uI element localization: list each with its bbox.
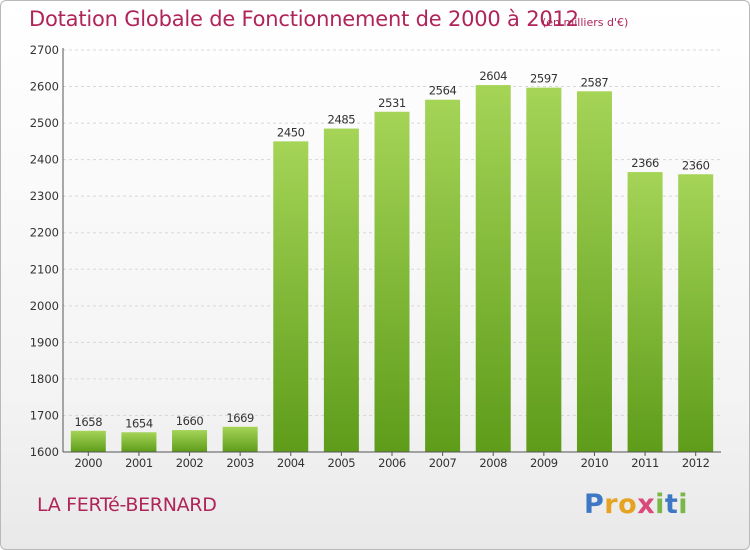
x-tick-label: 2012 [682, 456, 710, 470]
x-tick-label: 2000 [74, 456, 102, 470]
bar [526, 87, 562, 452]
logo-letter: x [637, 489, 656, 520]
y-tick-label: 1600 [30, 445, 59, 459]
bar [222, 426, 258, 452]
logo-letter: i [655, 489, 665, 520]
x-tick-label: 2003 [226, 456, 254, 470]
y-tick-label: 2700 [30, 43, 59, 57]
logo-letter: P [584, 489, 605, 520]
bar [121, 432, 157, 452]
x-tick-label: 2006 [378, 456, 406, 470]
x-tick-label: 2007 [429, 456, 457, 470]
y-tick-label: 2400 [30, 153, 59, 167]
bar-value-label: 1669 [226, 411, 254, 425]
bar [425, 99, 461, 453]
bar-value-label: 2360 [682, 158, 710, 172]
axes: 1600 1700 1800 1900 2000 2100 2200 2300 2400 2500… [30, 43, 721, 470]
units-label: (en milliers d'€) [542, 16, 629, 29]
y-tick-label: 1700 [30, 408, 59, 422]
x-tick-label: 2011 [631, 456, 659, 470]
logo-letter: t [664, 489, 679, 520]
x-tick-label: 2005 [328, 456, 356, 470]
bar-value-label: 2604 [479, 69, 507, 83]
bar-value-label: 1654 [125, 416, 153, 430]
proxiti-logo: Proxiti [584, 489, 688, 520]
bar [323, 128, 359, 452]
bar-value-label: 2587 [581, 75, 609, 89]
bar [374, 111, 410, 453]
x-tick-label: 2002 [176, 456, 204, 470]
y-tick-label: 1800 [30, 372, 59, 386]
bar-value-label: 2485 [328, 113, 356, 127]
bar-value-label: 1660 [176, 414, 204, 428]
bar-value-label: 2597 [530, 72, 558, 86]
y-tick-label: 2300 [30, 189, 59, 203]
logo-letter: i [678, 489, 689, 520]
bar [172, 430, 208, 452]
bar-value-label: 2366 [631, 156, 659, 170]
bar-value-label: 2450 [277, 125, 305, 139]
logo-letter: o [618, 489, 638, 520]
logo-letter: r [604, 489, 619, 520]
bar [273, 141, 309, 452]
y-tick-label: 2500 [30, 116, 59, 130]
chart-title: Dotation Globale de Fonctionnement de 20… [29, 7, 579, 31]
y-tick-label: 2100 [30, 262, 59, 276]
x-tick-label: 2009 [530, 456, 558, 470]
y-tick-label: 2200 [30, 226, 59, 240]
bar [70, 430, 106, 452]
y-tick-label: 2000 [30, 299, 59, 313]
x-tick-label: 2008 [479, 456, 507, 470]
bar-value-label: 2564 [429, 84, 457, 98]
x-tick-label: 2004 [277, 456, 305, 470]
bar [475, 85, 511, 453]
y-tick-label: 1900 [30, 335, 59, 349]
x-tick-label: 2001 [125, 456, 153, 470]
bar-value-label: 2531 [378, 96, 406, 110]
commune-name: LA FERTé-BERNARD [37, 494, 217, 516]
x-tick-label: 2010 [581, 456, 609, 470]
bars: 1658 1654 1660 1669 2450 2485 2531 2564 2604 2597… [70, 69, 714, 453]
bar [678, 174, 714, 452]
bar-value-label: 1658 [74, 415, 102, 429]
y-tick-label: 2600 [30, 80, 59, 94]
bar [576, 91, 612, 453]
bar [627, 172, 663, 452]
